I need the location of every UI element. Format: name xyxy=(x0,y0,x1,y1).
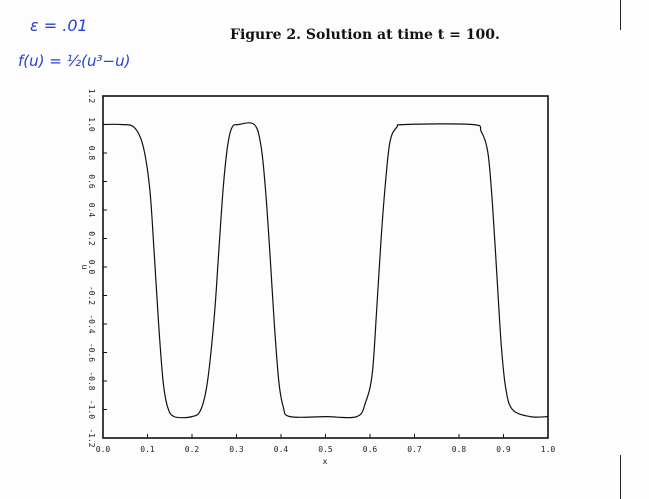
scan-edge-line-right-lower xyxy=(620,455,621,499)
y-tick-label: 1.0 xyxy=(87,117,96,132)
x-tick-label: 0.9 xyxy=(496,445,511,454)
y-tick-label: 0.8 xyxy=(87,146,96,161)
plot-frame xyxy=(102,95,549,439)
x-tick-label: 0.3 xyxy=(229,445,244,454)
handwritten-function-note: f(u) = ½(u³−u) xyxy=(18,52,131,70)
scan-edge-line-right xyxy=(620,0,621,30)
x-tick-label: 1.0 xyxy=(541,445,556,454)
solution-curve-line xyxy=(102,122,549,419)
x-tick-label: 0.6 xyxy=(363,445,378,454)
y-tick-label: -1.0 xyxy=(87,400,96,419)
y-tick-label: 1.2 xyxy=(87,89,96,104)
x-tick-label: 0.4 xyxy=(274,445,289,454)
y-tick-label: 0.4 xyxy=(87,203,96,218)
handwritten-epsilon-note: ε = .01 xyxy=(30,16,88,35)
y-tick-label: 0.2 xyxy=(87,231,96,246)
y-tick-label: -0.6 xyxy=(87,343,96,362)
x-tick-label: 0.2 xyxy=(185,445,200,454)
x-axis-label: x xyxy=(323,457,328,466)
x-tick-label: 0.8 xyxy=(452,445,467,454)
x-tick-label: 0.7 xyxy=(407,445,422,454)
y-axis-ticks: -1.2 -1.0 -0.8 -0.6 -0.4 -0.2 0.0 0.2 0.4 0.6 0.8 1… xyxy=(87,89,107,448)
y-tick-label: 0.0 xyxy=(87,260,96,275)
x-axis-ticks: 0.0 0.1 0.2 0.3 0.4 0.5 0.6 0.7 0.8 0.9 1.0 xyxy=(96,434,556,454)
y-tick-label: -1.2 xyxy=(87,428,96,447)
x-tick-label: 0.0 xyxy=(96,445,111,454)
figure-title: Figure 2. Solution at time t = 100. xyxy=(230,27,500,43)
y-axis-label: u xyxy=(80,264,89,269)
x-tick-label: 0.1 xyxy=(140,445,155,454)
y-tick-label: -0.8 xyxy=(87,371,96,390)
y-tick-label: 0.6 xyxy=(87,174,96,189)
x-tick-label: 0.5 xyxy=(318,445,333,454)
y-tick-label: -0.4 xyxy=(87,314,96,333)
y-tick-label: -0.2 xyxy=(87,286,96,305)
